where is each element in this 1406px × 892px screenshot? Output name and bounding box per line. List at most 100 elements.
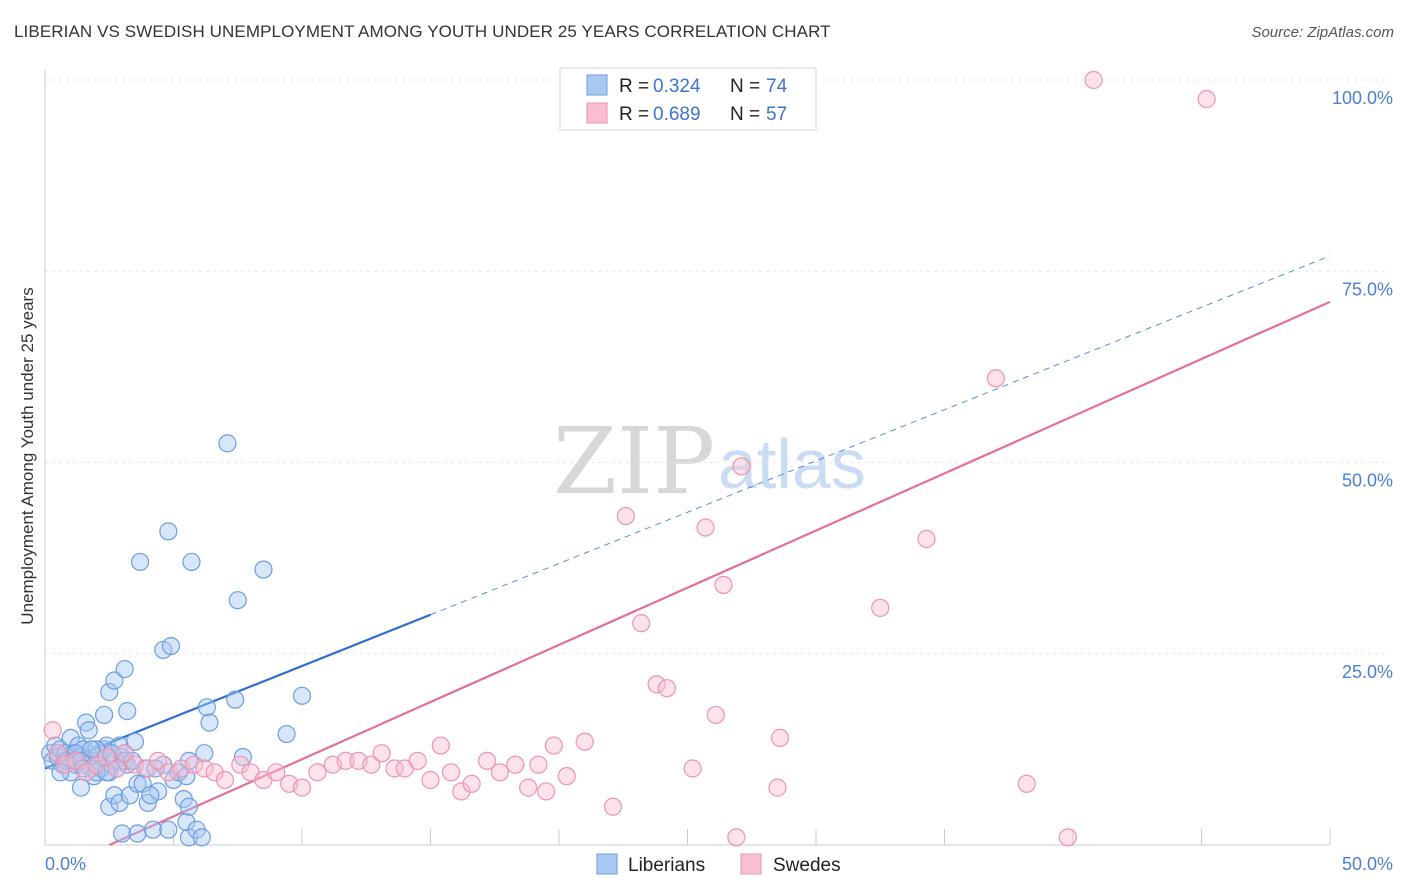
liberians-point [159, 820, 178, 839]
swedes-point [706, 705, 725, 725]
liberians-point [110, 793, 129, 813]
liberians-point [277, 724, 296, 744]
swedes-points [43, 70, 1216, 847]
swedes-point [871, 598, 890, 617]
liberians-point [182, 552, 201, 572]
swedes-point [148, 751, 168, 770]
liberians-point [292, 686, 312, 705]
liberians-point [118, 702, 137, 721]
swedes-point [557, 767, 576, 786]
swedes-point [43, 721, 62, 740]
swedes-point [477, 751, 497, 770]
liberians-point [218, 434, 237, 453]
y-tick-label: 50.0% [1342, 471, 1393, 491]
swedes-point [66, 751, 85, 770]
swedes-point [519, 778, 538, 797]
liberians-point [79, 721, 98, 740]
liberians-point [100, 682, 119, 702]
swedes-point [385, 759, 404, 778]
swedes-point [77, 763, 96, 782]
swedes-trend-line [108, 300, 1331, 847]
chart-title: LIBERIAN VS SWEDISH UNEMPLOYMENT AMONG Y… [14, 22, 831, 41]
bottom-legend: Liberians Swedes [596, 853, 841, 876]
swedes-point [336, 751, 355, 770]
x-tick-label-max: 50.0% [1342, 854, 1393, 874]
swedes-point [115, 744, 134, 763]
swedes-point [421, 770, 440, 790]
watermark-zip: ZIP [553, 408, 715, 515]
swedes-point [205, 763, 224, 782]
swedes-point [727, 828, 746, 847]
liberians-point [56, 751, 75, 770]
liberians-point [161, 636, 181, 656]
legend: R = 0.324 N = 74 R = 0.689 N = 57 [559, 67, 817, 131]
swedes-point [372, 744, 391, 763]
swedes-point [732, 457, 751, 476]
bottom-legend-liberians: Liberians [628, 855, 705, 876]
swedes-point [107, 759, 127, 778]
liberians-point [197, 698, 217, 717]
swedes-point [56, 755, 75, 774]
swedes-point [292, 778, 312, 797]
liberians-point [195, 744, 214, 763]
legend-r-label: R = [619, 104, 649, 125]
liberians-point [128, 774, 147, 793]
liberians-trend-extension [430, 255, 1331, 616]
swedes-point [768, 778, 787, 797]
source-credit: Source: ZipAtlas.com [1251, 24, 1394, 41]
liberians-point [125, 732, 145, 751]
swedes-point [215, 770, 234, 790]
swedes-point [616, 506, 635, 526]
legend-n-liberians: 74 [766, 76, 788, 97]
swedes-point [1058, 828, 1077, 847]
swedes-point [490, 763, 509, 782]
swedes-point [452, 782, 471, 801]
swedes-point [87, 755, 106, 774]
liberians-point [87, 740, 106, 759]
liberians-point [177, 812, 196, 832]
liberians-point [112, 824, 132, 843]
liberians-point [97, 763, 116, 782]
liberians-point [71, 778, 91, 797]
swedes-point [97, 747, 116, 767]
liberians-point [179, 797, 199, 816]
legend-swatch-swedes [586, 102, 608, 124]
legend-r-liberians: 0.324 [653, 76, 701, 97]
legend-swatch-liberians [586, 74, 608, 96]
swedes-point [917, 529, 936, 549]
liberians-point [95, 705, 114, 725]
swedes-point [529, 755, 548, 774]
bottom-legend-swatch-liberians [596, 853, 618, 875]
swedes-point [575, 732, 594, 751]
bottom-legend-swedes: Swedes [773, 855, 841, 876]
watermark-atlas: atlas [718, 425, 866, 503]
swedes-point [1197, 90, 1216, 109]
swedes-point [770, 728, 790, 748]
liberians-point [128, 824, 147, 843]
swedes-point [184, 755, 204, 774]
swedes-point [544, 736, 563, 755]
swedes-point [1017, 774, 1036, 793]
swedes-point [537, 782, 556, 801]
legend-n-label: N = [730, 104, 760, 125]
legend-r-swedes: 0.689 [653, 104, 701, 125]
swedes-point [431, 736, 450, 755]
grid-lines [45, 79, 1390, 655]
y-tick-label: 25.0% [1342, 662, 1393, 682]
swedes-point [1084, 70, 1103, 90]
liberians-point [143, 820, 163, 839]
swedes-point [362, 755, 381, 774]
y-tick-label: 100.0% [1332, 88, 1393, 108]
liberians-point [226, 690, 245, 709]
swedes-point [657, 679, 677, 698]
swedes-point [441, 763, 461, 782]
x-tick-label-min: 0.0% [45, 854, 86, 874]
swedes-point [696, 518, 715, 537]
swedes-point [308, 763, 327, 782]
swedes-point [506, 755, 525, 774]
liberians-point [159, 522, 178, 541]
liberians-point [254, 560, 273, 579]
swedes-point [408, 751, 427, 770]
liberians-point [115, 751, 134, 770]
swedes-point [986, 369, 1006, 388]
